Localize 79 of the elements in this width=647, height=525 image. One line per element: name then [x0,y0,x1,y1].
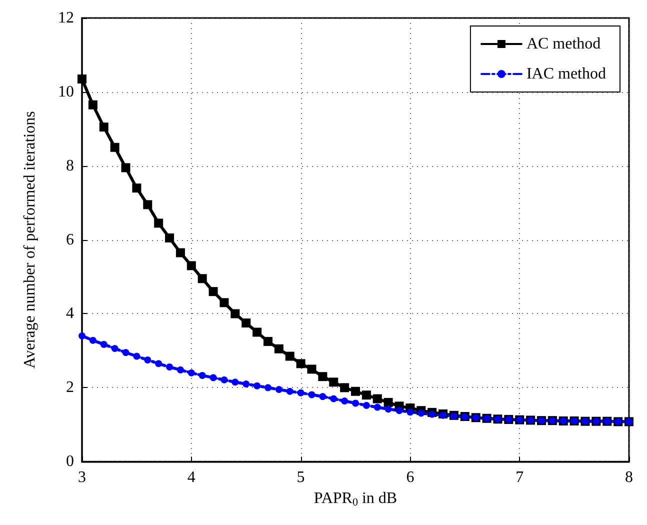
y-tick-label: 12 [58,10,74,26]
point [132,184,142,193]
point [297,389,304,396]
point [165,233,174,242]
point [329,378,338,387]
point [307,364,316,374]
point [341,397,348,404]
x-tick-label: 4 [187,469,196,486]
point [133,352,140,360]
point [144,356,152,364]
point [286,388,294,395]
point [440,412,447,419]
point [406,408,414,416]
point [110,142,120,152]
point [274,344,284,354]
y-tick-label: 6 [66,231,74,248]
point [428,410,436,418]
point [220,376,228,384]
point [264,384,272,392]
point [198,274,207,284]
point [100,340,108,348]
point [186,261,196,270]
point [319,393,326,400]
legend-label: IAC method [526,66,606,82]
point [155,360,162,368]
point [263,336,272,346]
point [78,332,86,340]
point [252,328,262,337]
x-tick-label: 6 [406,469,414,486]
point [89,336,96,344]
point [418,410,425,417]
point [254,382,261,390]
point [330,395,338,402]
point [111,344,118,352]
point [242,380,250,388]
point [308,391,316,398]
point [362,402,370,409]
point [188,369,195,376]
point [384,398,393,407]
x-tick-label: 8 [625,469,633,486]
point [176,248,185,258]
y-tick-label: 8 [66,157,74,174]
y-tick-label: 0 [66,453,74,470]
point [208,287,218,296]
point [210,374,217,382]
point [166,363,174,370]
point [78,74,86,84]
point [242,318,251,328]
x-tick-label: 5 [296,469,305,486]
point [230,309,240,318]
y-axis-title: Average number of performed iterations [22,111,38,368]
point [318,372,328,382]
point [384,406,392,413]
legend-label: AC method [526,36,601,52]
x-tick-label: 7 [516,469,524,486]
point [296,359,306,368]
x-tick-label: 3 [78,469,86,486]
point [99,122,108,132]
point [340,383,350,392]
point [122,349,130,356]
point [220,298,229,308]
point [154,218,164,228]
point [362,390,371,400]
point [232,378,239,386]
point [275,386,282,394]
y-tick-label: 10 [58,83,74,100]
point [121,163,130,172]
point [285,352,294,361]
point [198,372,206,379]
y-tick-label: 4 [66,305,74,322]
point [176,366,184,374]
point [352,400,359,407]
point [143,200,152,210]
point [88,100,98,110]
point [372,394,382,404]
y-tick-label: 2 [66,379,74,396]
point [396,407,403,414]
point [351,386,360,396]
point [374,404,381,411]
